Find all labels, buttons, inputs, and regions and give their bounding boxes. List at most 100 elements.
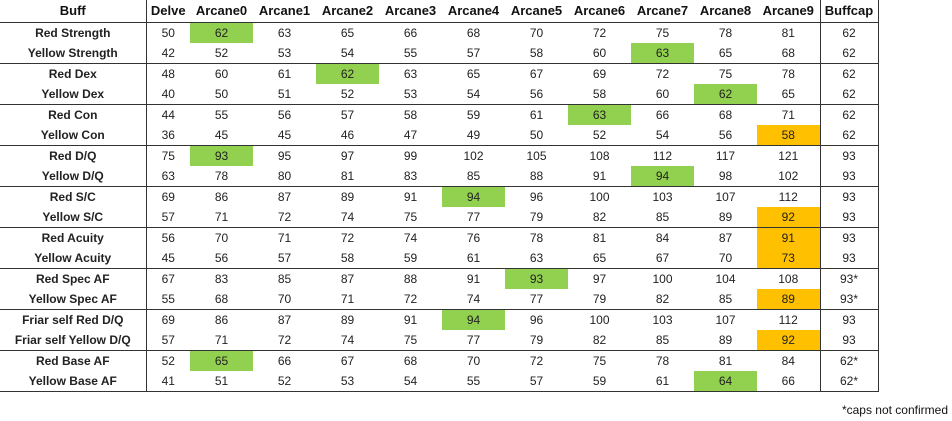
value-cell[interactable]: 71: [277, 231, 292, 245]
value-cell[interactable]: 71: [316, 289, 379, 310]
column-header-buffcap[interactable]: Buffcap: [819, 0, 879, 23]
value-cell[interactable]: 105: [526, 149, 547, 163]
value-cell[interactable]: 79: [568, 289, 631, 310]
value-cell[interactable]: 107: [715, 313, 736, 327]
value-cell[interactable]: 72: [253, 207, 316, 228]
column-header-delve[interactable]: Delve: [146, 0, 190, 23]
buffcap-cell[interactable]: 62: [819, 84, 879, 105]
value-cell[interactable]: 102: [757, 166, 820, 187]
buffcap-cell[interactable]: 93: [819, 145, 879, 166]
value-cell[interactable]: 78: [781, 67, 795, 81]
value-cell[interactable]: 91: [466, 272, 481, 286]
value-cell[interactable]: 53: [316, 371, 379, 392]
buff-name-cell[interactable]: Friar self Red D/Q: [0, 309, 147, 330]
value-cell[interactable]: 97: [592, 272, 607, 286]
buff-name-cell[interactable]: Red Spec AF: [0, 268, 147, 289]
value-cell[interactable]: 60: [214, 67, 229, 81]
value-cell[interactable]: 82: [568, 330, 631, 351]
value-cell[interactable]: 83: [214, 272, 229, 286]
value-cell[interactable]: 100: [652, 272, 673, 286]
value-cell[interactable]: 107: [715, 190, 736, 204]
column-header-arcane6[interactable]: Arcane6: [568, 0, 631, 23]
value-cell[interactable]: 57: [146, 207, 190, 228]
value-cell[interactable]: 70: [253, 289, 316, 310]
value-cell[interactable]: 103: [652, 313, 673, 327]
value-cell[interactable]: 67: [161, 272, 175, 286]
buff-name-cell[interactable]: Yellow Acuity: [0, 248, 147, 269]
value-cell[interactable]: 87: [277, 190, 292, 204]
value-cell[interactable]: 85: [277, 272, 292, 286]
column-header-buff[interactable]: Buff: [0, 0, 147, 23]
value-cell[interactable]: 86: [214, 313, 229, 327]
value-cell[interactable]: 50: [161, 26, 175, 40]
column-header-arcane7[interactable]: Arcane7: [631, 0, 694, 23]
value-cell[interactable]: 71: [781, 108, 795, 122]
value-cell[interactable]: 45: [253, 125, 316, 146]
value-cell[interactable]: 89: [694, 330, 757, 351]
value-cell[interactable]: 100: [589, 313, 610, 327]
value-cell[interactable]: 63: [568, 104, 631, 125]
value-cell[interactable]: 62: [316, 63, 379, 84]
value-cell[interactable]: 65: [568, 248, 631, 269]
value-cell[interactable]: 80: [253, 166, 316, 187]
value-cell[interactable]: 85: [631, 330, 694, 351]
value-cell[interactable]: 97: [340, 149, 355, 163]
value-cell[interactable]: 68: [466, 26, 481, 40]
value-cell[interactable]: 88: [505, 166, 568, 187]
value-cell[interactable]: 55: [214, 108, 229, 122]
value-cell[interactable]: 54: [316, 43, 379, 64]
value-cell[interactable]: 70: [694, 248, 757, 269]
value-cell[interactable]: 52: [316, 84, 379, 105]
value-cell[interactable]: 66: [757, 371, 820, 392]
value-cell[interactable]: 68: [190, 289, 253, 310]
value-cell[interactable]: 77: [442, 330, 505, 351]
value-cell[interactable]: 72: [655, 67, 670, 81]
column-header-arcane8[interactable]: Arcane8: [694, 0, 757, 23]
column-header-arcane9[interactable]: Arcane9: [757, 0, 820, 23]
buffcap-cell[interactable]: 93: [819, 207, 879, 228]
value-cell[interactable]: 89: [694, 207, 757, 228]
value-cell[interactable]: 40: [146, 84, 190, 105]
buff-name-cell[interactable]: Yellow Spec AF: [0, 289, 147, 310]
value-cell[interactable]: 76: [466, 231, 481, 245]
value-cell[interactable]: 62: [694, 84, 757, 105]
buff-name-cell[interactable]: Yellow Strength: [0, 43, 147, 64]
value-cell[interactable]: 58: [403, 108, 418, 122]
buffcap-cell[interactable]: 93: [819, 309, 879, 330]
buff-name-cell[interactable]: Yellow D/Q: [0, 166, 147, 187]
value-cell[interactable]: 65: [757, 84, 820, 105]
value-cell[interactable]: 63: [277, 26, 292, 40]
value-cell[interactable]: 74: [316, 207, 379, 228]
value-cell[interactable]: 45: [146, 248, 190, 269]
value-cell[interactable]: 58: [568, 84, 631, 105]
buffcap-cell[interactable]: 93: [819, 248, 879, 269]
buff-name-cell[interactable]: Red D/Q: [0, 145, 147, 166]
value-cell[interactable]: 91: [403, 190, 418, 204]
value-cell[interactable]: 78: [655, 354, 670, 368]
value-cell[interactable]: 85: [631, 207, 694, 228]
value-cell[interactable]: 57: [442, 43, 505, 64]
value-cell[interactable]: 74: [316, 330, 379, 351]
value-cell[interactable]: 81: [316, 166, 379, 187]
value-cell[interactable]: 93: [505, 268, 568, 289]
value-cell[interactable]: 44: [161, 108, 175, 122]
value-cell[interactable]: 69: [161, 313, 175, 327]
value-cell[interactable]: 61: [631, 371, 694, 392]
value-cell[interactable]: 87: [277, 313, 292, 327]
buffcap-cell[interactable]: 62: [819, 63, 879, 84]
value-cell[interactable]: 63: [505, 248, 568, 269]
value-cell[interactable]: 77: [442, 207, 505, 228]
value-cell[interactable]: 78: [718, 26, 733, 40]
value-cell[interactable]: 51: [253, 84, 316, 105]
value-cell[interactable]: 56: [190, 248, 253, 269]
buff-name-cell[interactable]: Yellow Con: [0, 125, 147, 146]
value-cell[interactable]: 53: [379, 84, 442, 105]
value-cell[interactable]: 56: [161, 231, 175, 245]
buffcap-cell[interactable]: 93: [819, 227, 879, 248]
buffcap-cell[interactable]: 62*: [819, 371, 879, 392]
value-cell[interactable]: 89: [340, 190, 355, 204]
value-cell[interactable]: 64: [694, 371, 757, 392]
value-cell[interactable]: 78: [190, 166, 253, 187]
value-cell[interactable]: 93: [190, 145, 253, 166]
value-cell[interactable]: 81: [781, 26, 795, 40]
